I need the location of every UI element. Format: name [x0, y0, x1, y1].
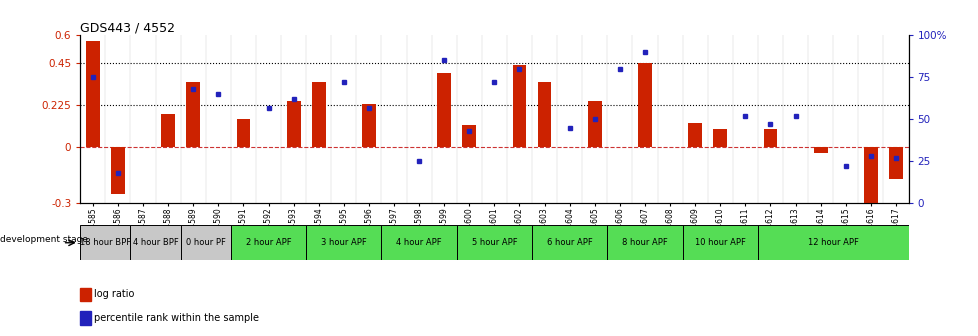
Bar	[537, 82, 551, 147]
Bar	[306, 225, 381, 260]
Bar	[231, 225, 306, 260]
Text: log ratio: log ratio	[94, 290, 134, 299]
Bar	[86, 41, 100, 147]
Bar	[888, 147, 902, 179]
Text: 10 hour APF: 10 hour APF	[694, 238, 745, 247]
Bar	[181, 225, 231, 260]
Bar	[80, 225, 130, 260]
Bar	[287, 100, 300, 147]
Text: 3 hour APF: 3 hour APF	[321, 238, 367, 247]
Text: 0 hour PF: 0 hour PF	[186, 238, 226, 247]
Text: 18 hour BPF: 18 hour BPF	[80, 238, 131, 247]
Bar	[682, 225, 757, 260]
Text: 4 hour APF: 4 hour APF	[396, 238, 441, 247]
Text: 6 hour APF: 6 hour APF	[547, 238, 592, 247]
Bar	[186, 82, 200, 147]
Bar	[161, 114, 175, 147]
Bar	[863, 147, 877, 213]
Text: 8 hour APF: 8 hour APF	[621, 238, 667, 247]
Bar	[713, 129, 727, 147]
Text: 5 hour APF: 5 hour APF	[471, 238, 516, 247]
Bar	[512, 65, 526, 147]
Bar	[531, 225, 606, 260]
Text: GDS443 / 4552: GDS443 / 4552	[80, 21, 175, 34]
Bar	[606, 225, 682, 260]
Bar	[587, 100, 601, 147]
Bar	[457, 225, 531, 260]
Text: percentile rank within the sample: percentile rank within the sample	[94, 313, 259, 323]
Text: 2 hour APF: 2 hour APF	[245, 238, 291, 247]
Text: 12 hour APF: 12 hour APF	[807, 238, 858, 247]
Text: development stage: development stage	[0, 235, 88, 244]
Bar	[462, 125, 475, 147]
Bar	[688, 123, 701, 147]
Bar	[80, 311, 90, 325]
Bar	[437, 73, 451, 147]
Bar	[763, 129, 777, 147]
Bar	[362, 104, 376, 147]
Bar	[130, 225, 181, 260]
Bar	[813, 147, 826, 153]
Bar	[311, 82, 326, 147]
Bar	[80, 288, 90, 301]
Bar	[757, 225, 908, 260]
Bar	[111, 147, 125, 194]
Bar	[638, 63, 651, 147]
Bar	[381, 225, 457, 260]
Bar	[237, 119, 250, 147]
Text: 4 hour BPF: 4 hour BPF	[133, 238, 178, 247]
